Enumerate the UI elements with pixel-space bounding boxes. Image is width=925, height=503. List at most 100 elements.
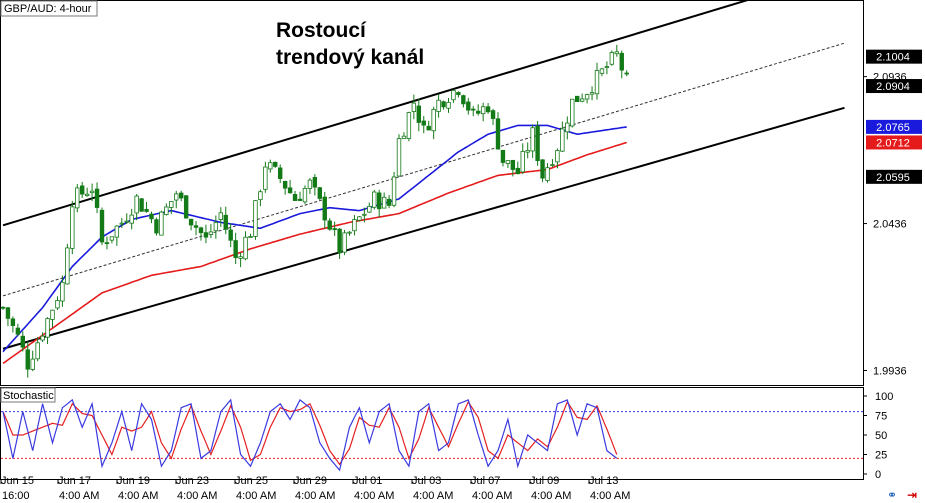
candle-body xyxy=(480,106,486,115)
price-marker-label: 2.0712 xyxy=(876,137,910,149)
price-marker-label: 2.0765 xyxy=(876,122,910,134)
candle-body xyxy=(565,122,570,133)
candle-body xyxy=(307,179,313,189)
candle-body xyxy=(441,101,446,108)
candle-body xyxy=(60,281,65,302)
price-marker-box xyxy=(866,119,922,134)
time-label: 4:00 AM xyxy=(531,490,571,502)
candle-body xyxy=(129,214,134,224)
candle-body xyxy=(139,198,144,212)
candle-body xyxy=(208,231,214,235)
candle-body xyxy=(584,94,590,100)
date-label: Jun 25 xyxy=(235,475,268,487)
candle-body xyxy=(50,309,55,320)
price-marker-box xyxy=(866,49,922,64)
candle-body xyxy=(282,180,288,189)
channel-lower-line xyxy=(2,106,845,350)
candle-body xyxy=(109,236,115,241)
candle-body xyxy=(391,176,397,206)
candle-body xyxy=(248,236,253,238)
candle-body xyxy=(20,335,25,348)
candle-body xyxy=(297,198,303,201)
candle-body xyxy=(65,247,70,285)
date-label: Jul 01 xyxy=(353,475,382,487)
candles xyxy=(0,44,629,378)
candle-body xyxy=(292,194,298,201)
candle-body xyxy=(273,161,278,167)
time-label: 4:00 AM xyxy=(118,490,158,502)
stochastic-tick-label: 100 xyxy=(875,391,893,403)
trend-channel xyxy=(2,0,845,350)
candle-body xyxy=(40,335,45,341)
candle-body xyxy=(535,125,540,162)
link-icon[interactable]: ⚭ xyxy=(886,488,898,502)
candle-body xyxy=(30,358,35,370)
stochastic-d-line xyxy=(2,400,618,466)
candle-body xyxy=(144,208,149,212)
candle-body xyxy=(589,92,595,95)
candle-body xyxy=(609,52,615,65)
candle-body xyxy=(352,219,357,232)
candle-body xyxy=(342,232,347,253)
candle-body xyxy=(164,206,169,215)
candle-body xyxy=(436,99,441,112)
candle-body xyxy=(55,300,60,309)
candle-body xyxy=(555,150,560,163)
candle-body xyxy=(223,214,228,230)
time-label: 4:00 AM xyxy=(295,490,335,502)
channel-mid-line xyxy=(2,42,845,297)
toolbar-icons: ⚭ ⇥ xyxy=(885,489,919,501)
candle-body xyxy=(624,72,629,75)
candle-body xyxy=(218,212,223,220)
candle-body xyxy=(25,349,30,370)
candle-body xyxy=(386,198,392,206)
candle-body xyxy=(203,232,209,238)
candle-body xyxy=(599,68,605,74)
candle-body xyxy=(183,195,189,219)
candle-body xyxy=(5,307,11,319)
candle-body xyxy=(575,95,580,103)
candle-body xyxy=(228,229,233,241)
candle-body xyxy=(550,164,555,166)
candle-body xyxy=(119,222,124,225)
candle-body xyxy=(475,110,481,114)
candle-body xyxy=(530,127,535,152)
candle-body xyxy=(10,318,16,327)
indicator-label: Stochastic xyxy=(3,390,54,402)
stochastic-tick-label: 25 xyxy=(875,450,887,462)
candle-body xyxy=(560,128,565,152)
candle-body xyxy=(594,70,600,95)
price-marker-label: 2.0904 xyxy=(876,81,910,93)
date-label: Jul 09 xyxy=(530,475,559,487)
candle-body xyxy=(540,159,545,179)
candle-body xyxy=(35,342,40,360)
candle-body xyxy=(421,120,426,126)
candle-body xyxy=(406,112,412,139)
candle-body xyxy=(253,200,258,237)
date-label: Jul 07 xyxy=(471,475,500,487)
candle-body xyxy=(84,193,90,197)
candle-body xyxy=(456,92,461,95)
candle-body xyxy=(174,193,179,201)
candle-body xyxy=(579,98,585,102)
candle-body xyxy=(411,102,417,112)
candle-body xyxy=(619,52,624,71)
date-label: Jun 23 xyxy=(176,475,209,487)
date-label: Jun 29 xyxy=(294,475,327,487)
date-label: Jun 19 xyxy=(117,475,150,487)
candle-body xyxy=(520,151,525,173)
candle-body xyxy=(570,98,575,127)
candle-body xyxy=(322,196,327,221)
price-tick-label: 1.9936 xyxy=(873,365,907,377)
instrument-tag-box xyxy=(0,0,98,17)
date-label: Jun 15 xyxy=(1,475,34,487)
time-label: 4:00 AM xyxy=(354,490,394,502)
candle-body xyxy=(372,191,377,208)
candle-body xyxy=(15,327,21,335)
price-marker-label: 2.1004 xyxy=(876,52,910,64)
close-icon[interactable]: ⇥ xyxy=(906,488,918,502)
channel-upper-line xyxy=(2,0,752,227)
time-label: 4:00 AM xyxy=(59,490,99,502)
time-axis: Jun 15 16:00 Jun 17 4:00 AM Jun 19 4:00 AM Jun… xyxy=(0,475,630,502)
